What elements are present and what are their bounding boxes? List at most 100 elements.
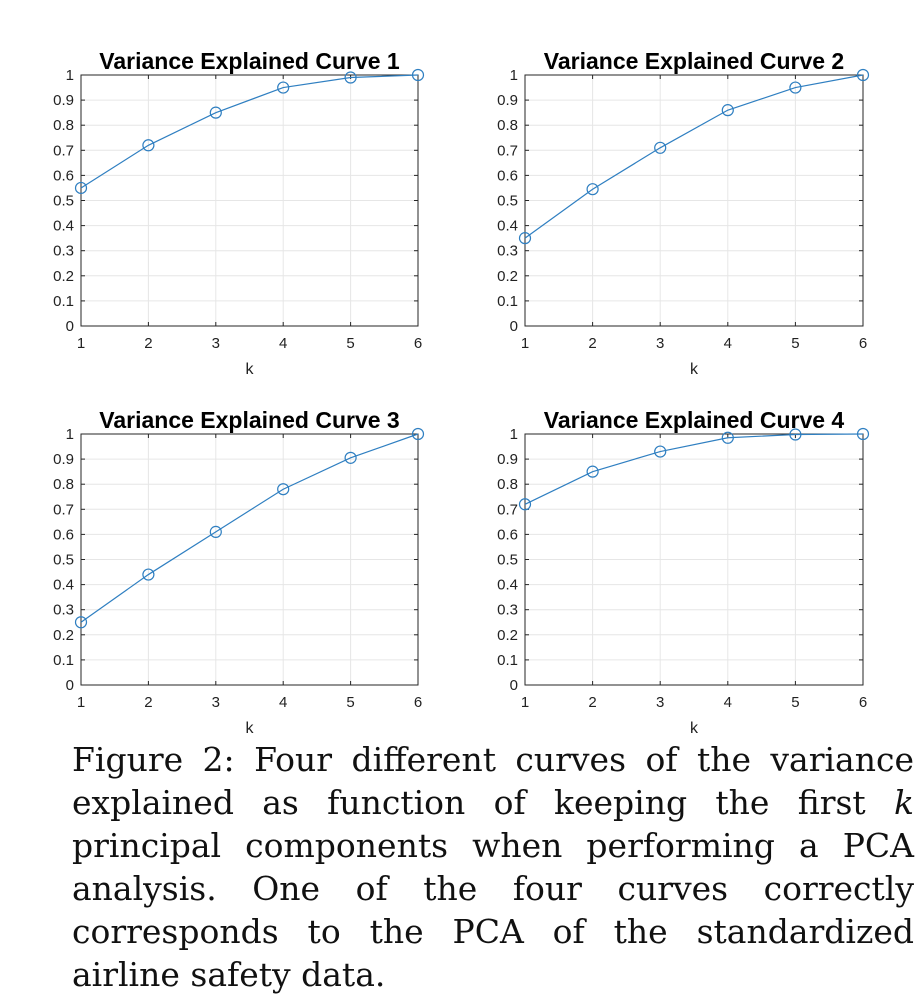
data-point <box>721 431 734 444</box>
y-tick-label: 0.7 <box>497 142 518 159</box>
data-point <box>411 427 425 441</box>
y-tick-label: 0.3 <box>497 243 518 260</box>
chart-2: 1 2 3 4 5 6 0 0.1 0.2 0.3 0.4 0.5 0.6 0.7 0.8 0.9 1 Varia… <box>497 48 870 378</box>
y-tick-label: 0.9 <box>497 92 518 109</box>
caption-text-start: Figure 2: Four different curves of the v… <box>72 740 914 822</box>
x-tick-label: 5 <box>346 694 354 711</box>
chart-title: Variance Explained Curve 3 <box>99 407 399 433</box>
y-tick-label: 0.5 <box>53 552 74 569</box>
y-tick-label: 0.7 <box>53 501 74 518</box>
x-axis-label: k <box>690 720 699 737</box>
data-point <box>209 525 222 538</box>
y-tick-label: 0.8 <box>497 117 518 134</box>
x-tick-label: 1 <box>77 694 85 711</box>
chart-title: Variance Explained Curve 4 <box>544 407 845 433</box>
data-point <box>586 183 599 196</box>
y-tick-label: 1 <box>510 67 518 84</box>
y-tick-label: 0.4 <box>53 218 74 235</box>
y-tick-label: 0.1 <box>53 652 74 669</box>
figure-panel: 1 2 3 4 5 6 0 0.1 0.2 0.3 0.4 0.5 0.6 0.7 0.8 0.9 1 Varia… <box>53 48 870 737</box>
x-axis-label: k <box>246 361 255 378</box>
y-tick-label: 0 <box>510 677 518 694</box>
data-point <box>856 68 870 82</box>
y-tick-label: 0.5 <box>497 193 518 210</box>
x-tick-label: 4 <box>279 335 287 352</box>
x-tick-label: 2 <box>144 335 152 352</box>
x-tick-label: 3 <box>212 335 220 352</box>
data-point <box>654 141 667 154</box>
y-tick-label: 0.8 <box>497 476 518 493</box>
x-tick-label: 1 <box>521 694 529 711</box>
y-tick-label: 0.8 <box>53 476 74 493</box>
x-axis-label: k <box>246 720 255 737</box>
data-point <box>411 68 425 82</box>
data-point <box>142 568 155 581</box>
data-point <box>789 81 802 94</box>
x-tick-label: 3 <box>656 694 664 711</box>
caption-text-end: principal components when performing a P… <box>72 826 914 994</box>
y-tick-label: 0.3 <box>497 602 518 619</box>
y-tick-label: 0.3 <box>53 602 74 619</box>
y-tick-label: 0.2 <box>53 627 74 644</box>
data-point <box>518 232 532 245</box>
y-tick-label: 0.5 <box>53 193 74 210</box>
series-line <box>524 74 864 239</box>
x-tick-label: 6 <box>859 335 867 352</box>
data-point <box>586 465 599 478</box>
series-line <box>80 74 419 189</box>
y-tick-label: 0.2 <box>497 268 518 285</box>
y-tick-label: 0.1 <box>53 293 74 310</box>
data-point <box>654 445 667 458</box>
chart-1: 1 2 3 4 5 6 0 0.1 0.2 0.3 0.4 0.5 0.6 0.7 0.8 0.9 1 Varia… <box>53 48 425 378</box>
y-tick-label: 0.5 <box>497 552 518 569</box>
y-tick-label: 0.6 <box>497 167 518 184</box>
series-line <box>80 433 419 623</box>
y-tick-label: 0.4 <box>497 218 518 235</box>
x-tick-label: 4 <box>724 694 732 711</box>
chart-4: 1 2 3 4 5 6 0 0.1 0.2 0.3 0.4 0.5 0.6 0.7 0.8 0.9 1 Varia… <box>497 407 870 737</box>
caption-variable-k: k <box>894 783 914 822</box>
y-tick-label: 0.6 <box>53 526 74 543</box>
x-tick-label: 4 <box>724 335 732 352</box>
series-line <box>524 433 864 505</box>
x-axis-label: k <box>690 361 699 378</box>
y-tick-label: 0.1 <box>497 293 518 310</box>
y-tick-label: 0.2 <box>53 268 74 285</box>
y-tick-label: 1 <box>66 426 74 443</box>
data-point <box>277 483 290 496</box>
data-point <box>209 106 222 119</box>
x-tick-label: 3 <box>212 694 220 711</box>
y-tick-label: 0.7 <box>497 501 518 518</box>
data-point <box>74 181 88 195</box>
x-tick-label: 3 <box>656 335 664 352</box>
x-tick-label: 2 <box>588 694 596 711</box>
y-tick-label: 0.7 <box>53 142 74 159</box>
x-tick-label: 6 <box>859 694 867 711</box>
x-tick-label: 6 <box>414 335 422 352</box>
y-tick-label: 0.4 <box>497 577 518 594</box>
x-tick-label: 5 <box>346 335 354 352</box>
y-tick-label: 0.3 <box>53 243 74 260</box>
data-point <box>344 71 357 84</box>
y-tick-label: 0.8 <box>53 117 74 134</box>
x-tick-label: 2 <box>144 694 152 711</box>
data-point <box>277 81 290 94</box>
y-tick-label: 0.9 <box>53 92 74 109</box>
y-tick-label: 0 <box>510 318 518 335</box>
y-tick-label: 0 <box>66 318 74 335</box>
x-tick-label: 5 <box>791 694 799 711</box>
y-tick-label: 0 <box>66 677 74 694</box>
x-tick-label: 2 <box>588 335 596 352</box>
x-tick-label: 6 <box>414 694 422 711</box>
y-tick-label: 0.1 <box>497 652 518 669</box>
data-point <box>856 427 870 441</box>
data-point <box>518 498 532 511</box>
chart-title: Variance Explained Curve 1 <box>99 48 400 74</box>
x-tick-label: 5 <box>791 335 799 352</box>
data-point <box>74 616 88 629</box>
y-tick-label: 0.9 <box>497 451 518 468</box>
data-point <box>142 139 155 152</box>
y-tick-label: 0.2 <box>497 627 518 644</box>
y-tick-label: 0.4 <box>53 577 74 594</box>
y-tick-label: 0.6 <box>53 167 74 184</box>
